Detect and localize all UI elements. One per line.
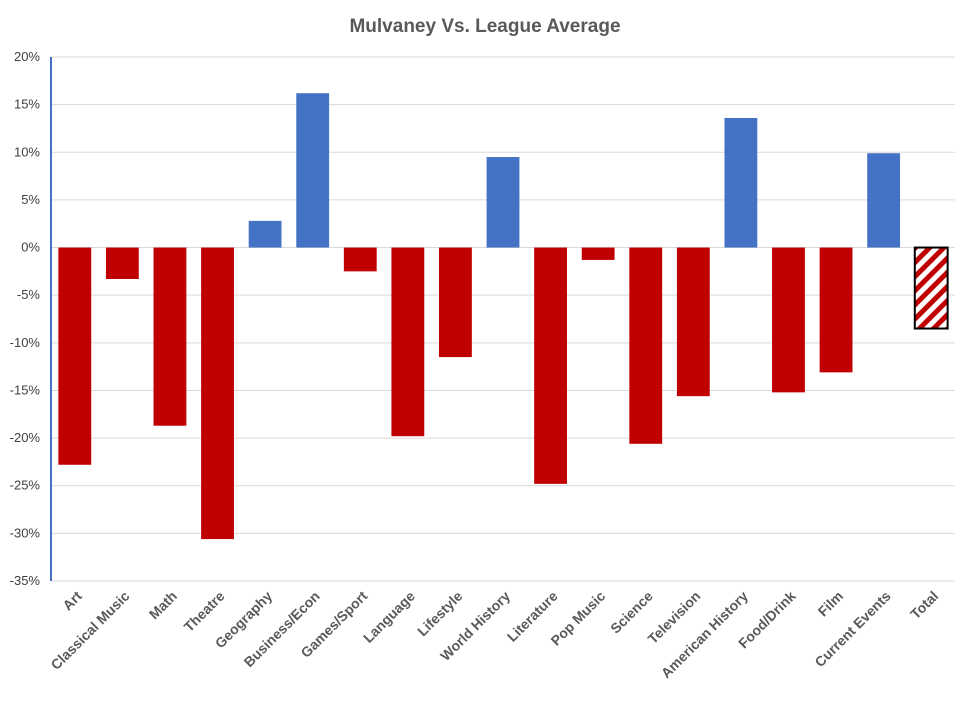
x-tick-label: Total (907, 588, 941, 622)
x-tick-label: Math (146, 588, 180, 622)
bar-food-drink (772, 247, 805, 393)
y-tick-label: -30% (10, 525, 41, 540)
x-tick-label: Film (815, 588, 847, 620)
bar-american-history (724, 117, 758, 248)
y-tick-label: 0% (21, 240, 40, 255)
bar-language (391, 247, 425, 437)
bar-world-history (486, 157, 520, 248)
y-tick-label: -25% (10, 478, 41, 493)
y-tick-label: -35% (10, 573, 41, 588)
y-tick-label: -20% (10, 430, 41, 445)
x-tick-label: Science (607, 588, 656, 637)
bar-math (153, 247, 187, 426)
bar-literature (534, 247, 567, 484)
bar-lifestyle (439, 247, 472, 358)
x-tick-label: Theatre (181, 588, 228, 635)
bar-pop-music (581, 247, 615, 260)
gridlines (51, 56, 955, 582)
bar-current-events (867, 153, 901, 248)
y-axis-ticks: 20% 15% 10% 5% 0% -5% -10% -15% -20% -25% -30% -35% (10, 49, 41, 588)
y-tick-label: -5% (17, 287, 41, 302)
bar-classical-music (105, 247, 139, 279)
bar-games-sport (343, 247, 377, 272)
bar-art (58, 247, 92, 465)
y-tick-label: -10% (10, 335, 41, 350)
bar-science (629, 247, 663, 444)
chart-title: Mulvaney Vs. League Average (349, 16, 620, 37)
bar-geography (248, 220, 282, 248)
y-tick-label: 15% (14, 97, 40, 112)
x-tick-label: American History (658, 588, 751, 681)
bar-film (819, 247, 853, 373)
x-tick-label: Art (59, 588, 85, 614)
bar-television (676, 247, 710, 397)
bar-theatre (201, 247, 234, 540)
bar-business-econ (296, 93, 330, 248)
y-tick-label: 10% (14, 144, 40, 159)
y-tick-label: 20% (14, 49, 40, 64)
x-tick-label: Language (360, 588, 418, 646)
y-tick-label: -15% (10, 382, 41, 397)
bar-total (913, 246, 949, 330)
bars (58, 93, 949, 540)
y-tick-label: 5% (21, 192, 40, 207)
